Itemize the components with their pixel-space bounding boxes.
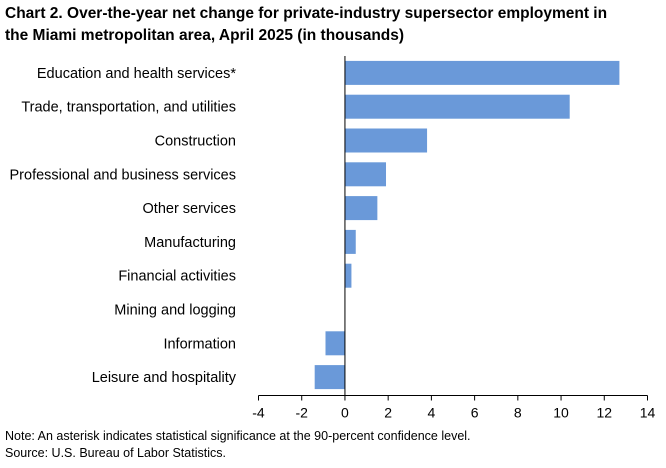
source-text: Source: U.S. Bureau of Labor Statistics. [5, 446, 226, 460]
chart-title: Chart 2. Over-the-year net change for pr… [5, 3, 655, 47]
bar-10 [314, 365, 345, 390]
x-tick-label-6: 6 [471, 405, 479, 421]
bar-3 [344, 128, 428, 153]
category-label-6: Manufacturing [144, 235, 236, 251]
x-tick-label-4: 2 [384, 405, 392, 421]
category-label-7: Financial activities [118, 269, 236, 285]
x-tick-label-5: 4 [427, 405, 435, 421]
bar-7 [344, 263, 352, 288]
x-tick-label-2: -2 [295, 405, 308, 421]
x-tick-label-7: 8 [514, 405, 522, 421]
category-label-9: Information [163, 336, 236, 352]
category-label-3: Construction [155, 134, 236, 150]
x-tick-label-3: 0 [341, 405, 349, 421]
category-label-10: Leisure and hospitality [92, 370, 237, 386]
bar-1 [344, 60, 620, 85]
bar-5 [344, 196, 378, 221]
chart-title-line-1: Chart 2. Over-the-year net change for pr… [5, 5, 608, 22]
category-label-5: Other services [143, 201, 236, 217]
x-tick-label-10: 14 [640, 405, 656, 421]
category-label-4: Professional and business services [10, 167, 236, 183]
chart-notes: Note: An asterisk indicates statistical … [5, 428, 471, 462]
category-label-2: Trade, transportation, and utilities [21, 100, 236, 116]
x-tick-label-9: 12 [596, 405, 612, 421]
bar-2 [344, 94, 570, 119]
bar-9 [325, 331, 345, 356]
note-text: Note: An asterisk indicates statistical … [5, 429, 471, 443]
bar-4 [344, 162, 387, 187]
bar-6 [344, 229, 356, 254]
x-tick-label-1: -4 [252, 405, 265, 421]
category-label-1: Education and health services* [37, 66, 236, 82]
category-label-8: Mining and logging [114, 303, 236, 319]
x-tick-label-8: 10 [553, 405, 569, 421]
chart-title-line-2: the Miami metropolitan area, April 2025 … [5, 27, 405, 44]
